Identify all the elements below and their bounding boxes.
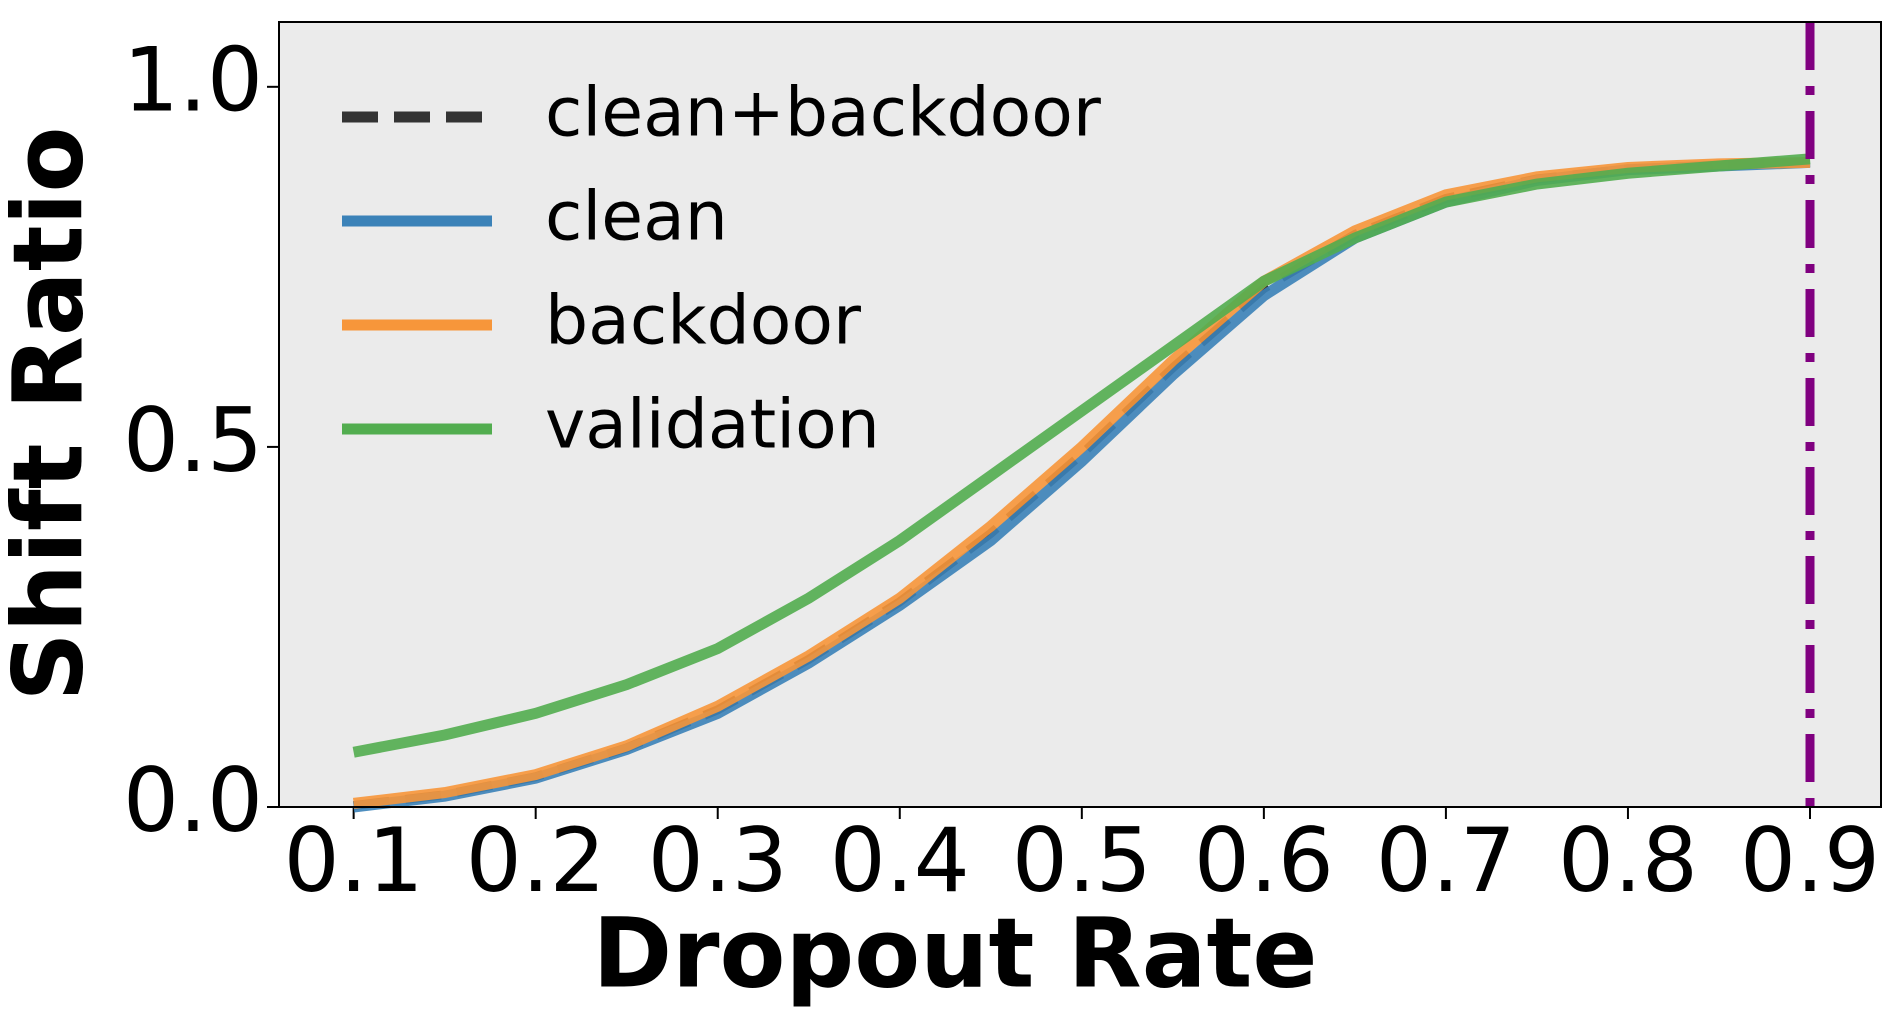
y-tick-label: 0.5: [123, 389, 263, 492]
x-axis-label: Dropout Rate: [592, 897, 1317, 1009]
series-line: [352, 153, 1811, 758]
y-axis-label: Shift Ratio: [0, 127, 104, 702]
legend-label: clean+backdoor: [545, 74, 1101, 153]
x-tick-label: 0.3: [648, 809, 788, 912]
x-tick-label: 0.8: [1558, 809, 1698, 912]
x-tick-label: 0.2: [466, 809, 606, 912]
legend-label: backdoor: [545, 282, 861, 361]
y-tick-label: 0.0: [123, 749, 263, 852]
x-tick-label: 0.4: [830, 809, 970, 912]
x-tick-label: 0.6: [1194, 809, 1334, 912]
legend-label: clean: [545, 178, 728, 257]
x-tick-label: 0.5: [1012, 809, 1152, 912]
plot-frame: [278, 21, 1882, 808]
x-tick-label: 0.1: [284, 809, 424, 912]
x-tick-label: 0.7: [1376, 809, 1516, 912]
y-tick-label: 1.0: [123, 29, 263, 132]
x-tick-label: 0.9: [1740, 809, 1880, 912]
legend-label: validation: [545, 386, 880, 465]
series-line: [352, 156, 1811, 809]
